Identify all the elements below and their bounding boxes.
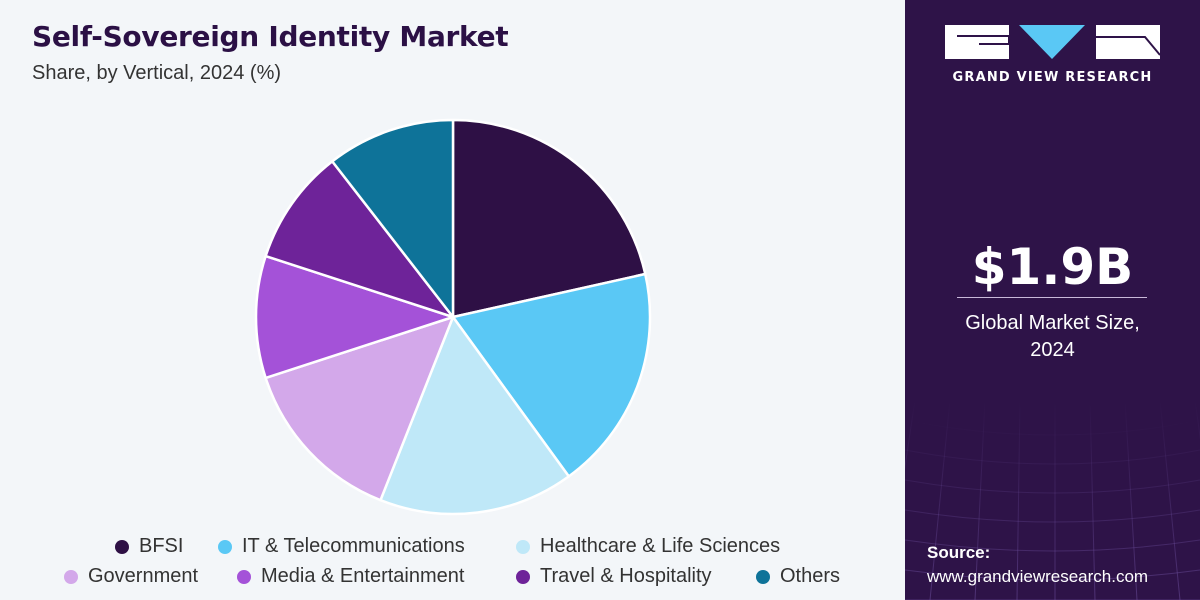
legend-item-media-entertainment: Media & Entertainment: [237, 565, 464, 588]
pie-slice-it-telecommunications: [451, 272, 652, 478]
pie-slice-others: [331, 118, 455, 319]
chart-title: Self-Sovereign Identity Market: [32, 20, 509, 53]
pie-chart: [254, 118, 652, 516]
chart-legend: BFSI IT & Telecommunications Healthcare …: [0, 530, 905, 600]
pie-slice-travel-hospitality: [264, 160, 455, 319]
sidebar-panel: GRAND VIEW RESEARCH $1.9B Global Market …: [905, 0, 1200, 600]
legend-item-others: Others: [756, 565, 840, 588]
market-size-label: Global Market Size, 2024: [905, 310, 1200, 364]
grid-pattern-decoration: [905, 399, 1200, 600]
pie-slice-bfsi: [451, 118, 647, 319]
legend-label: IT & Telecommunications: [242, 535, 465, 557]
source-link[interactable]: www.grandviewresearch.com: [927, 567, 1149, 586]
legend-swatch: [516, 569, 530, 584]
legend-label: BFSI: [139, 535, 184, 557]
brand-name: GRAND VIEW RESEARCH: [952, 70, 1153, 85]
divider: [957, 297, 1147, 298]
market-size-label-line1: Global Market Size,: [965, 312, 1140, 334]
legend-item-bfsi: BFSI: [115, 535, 183, 558]
legend-label: Travel & Hospitality: [540, 565, 712, 587]
pie-slice-healthcare-life-sciences: [379, 315, 571, 516]
legend-label: Government: [88, 565, 199, 587]
legend-item-government: Government: [64, 565, 198, 588]
legend-swatch: [115, 539, 129, 554]
legend-item-travel-hospitality: Travel & Hospitality: [516, 565, 712, 588]
legend-swatch: [237, 569, 251, 584]
legend-swatch: [756, 569, 770, 584]
source-label: Source:: [927, 543, 991, 562]
pie-slice-media-entertainment: [254, 254, 455, 380]
legend-label: Media & Entertainment: [261, 565, 465, 587]
legend-swatch: [64, 569, 78, 584]
legend-swatch: [218, 539, 232, 554]
chart-subtitle: Share, by Vertical, 2024 (%): [32, 62, 282, 84]
market-size-value: $1.9B: [971, 238, 1134, 296]
chart-panel: Self-Sovereign Identity Market Share, by…: [0, 0, 905, 600]
gvr-logo-icon: [945, 25, 1160, 59]
legend-item-healthcare-life-sciences: Healthcare & Life Sciences: [516, 535, 780, 558]
legend-swatch: [516, 539, 530, 554]
legend-item-it-telecommunications: IT & Telecommunications: [218, 535, 465, 558]
market-size-label-line2: 2024: [1030, 339, 1075, 361]
legend-label: Others: [780, 565, 841, 587]
legend-label: Healthcare & Life Sciences: [540, 535, 781, 557]
